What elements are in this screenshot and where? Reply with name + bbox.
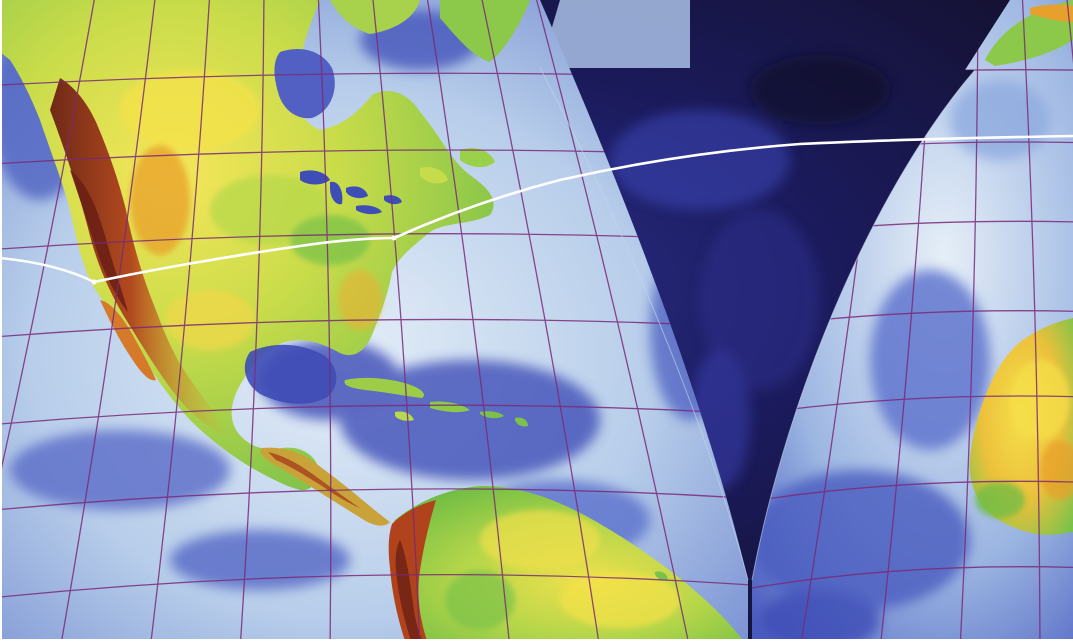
gulf-of-mexico bbox=[244, 344, 337, 404]
meridian-line bbox=[239, 0, 265, 644]
greenland bbox=[440, 0, 530, 62]
caribbean-islands bbox=[344, 377, 528, 427]
meridian-line bbox=[1021, 0, 1041, 644]
great-circle-route bbox=[0, 134, 1073, 284]
rocky-mountains bbox=[50, 78, 230, 438]
meridian-line bbox=[317, 0, 332, 644]
route-waypoint bbox=[391, 235, 397, 241]
left-gore-edge bbox=[539, 67, 749, 581]
parallel-line bbox=[0, 404, 748, 425]
parallel-line bbox=[752, 566, 1073, 591]
parallel-line bbox=[752, 480, 1073, 504]
hudson-bay bbox=[274, 48, 335, 119]
frame-left bbox=[0, 0, 2, 644]
meridian-line bbox=[533, 0, 691, 644]
north-america bbox=[0, 0, 494, 491]
meridian-line bbox=[149, 0, 211, 644]
meridian-line bbox=[0, 0, 97, 644]
parallel-line bbox=[0, 574, 748, 598]
meridian-line bbox=[371, 0, 421, 644]
upper-gore-edge bbox=[540, 0, 690, 68]
space-mottling bbox=[610, 55, 890, 490]
meridian-line bbox=[479, 0, 601, 644]
meridian-line bbox=[59, 0, 157, 644]
right-gore-edge bbox=[751, 69, 976, 581]
meridian-line bbox=[425, 0, 511, 644]
meridian-line bbox=[959, 0, 979, 644]
route-endpoint bbox=[91, 279, 97, 285]
great-lakes bbox=[300, 170, 402, 215]
parallel-line bbox=[0, 318, 748, 338]
frame-bottom bbox=[0, 639, 1073, 644]
andes-mountains bbox=[388, 500, 436, 644]
parallel-line bbox=[0, 488, 748, 511]
